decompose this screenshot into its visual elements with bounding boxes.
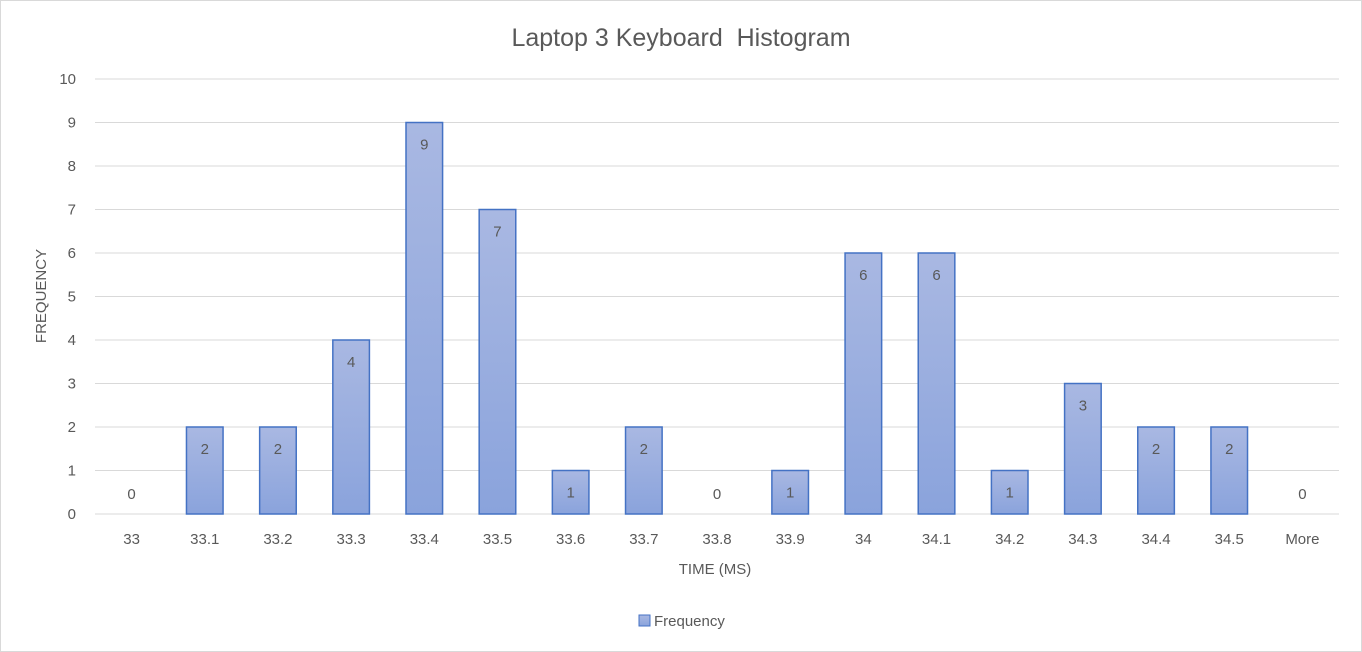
x-axis-ticks: 33 33.1 33.2 33.3 33.4 33.5 33.6 33.7 33.8 33.9 34…	[123, 531, 1319, 548]
bars	[185, 121, 1249, 515]
data-label: 6	[932, 267, 940, 284]
bar	[624, 426, 663, 515]
legend: Frequency	[638, 613, 725, 630]
x-tick-label: 33.1	[190, 531, 219, 548]
bar	[405, 121, 444, 515]
bar	[478, 208, 517, 515]
legend-swatch	[638, 614, 651, 627]
data-label: 1	[786, 485, 794, 502]
bar	[332, 339, 371, 515]
data-label: 9	[420, 137, 428, 154]
x-tick-label: 34	[855, 531, 872, 548]
x-tick-label: 33.3	[337, 531, 366, 548]
y-tick-label: 10	[59, 71, 76, 88]
y-tick-label: 3	[68, 376, 76, 393]
data-label: 1	[566, 485, 574, 502]
data-label: 0	[713, 486, 721, 503]
y-tick-label: 1	[68, 463, 76, 480]
y-axis-ticks: 0 1 2 3 4 5 6 7 8 9 10	[59, 71, 76, 523]
data-label: 2	[201, 441, 209, 458]
data-labels: 0 2 2 4 9 7 1 2 0 1 6 6 1 3 2 2 0	[127, 137, 1306, 504]
data-label: 3	[1079, 398, 1087, 415]
data-label: 0	[127, 486, 135, 503]
y-tick-label: 8	[68, 158, 76, 175]
x-axis-title: TIME (MS)	[679, 561, 752, 578]
y-tick-label: 7	[68, 202, 76, 219]
bar	[258, 426, 297, 515]
x-tick-label: 33.2	[263, 531, 292, 548]
data-label: 2	[1152, 441, 1160, 458]
y-tick-label: 2	[68, 419, 76, 436]
x-tick-label: 34.2	[995, 531, 1024, 548]
x-tick-label: 33.7	[629, 531, 658, 548]
data-label: 2	[1225, 441, 1233, 458]
data-label: 2	[640, 441, 648, 458]
x-tick-label: 34.5	[1215, 531, 1244, 548]
x-tick-label: 33	[123, 531, 140, 548]
x-tick-label: More	[1285, 531, 1319, 548]
x-tick-label: 33.5	[483, 531, 512, 548]
data-label: 6	[859, 267, 867, 284]
bar	[1137, 426, 1176, 515]
x-tick-label: 33.4	[410, 531, 439, 548]
x-tick-label: 34.3	[1068, 531, 1097, 548]
y-tick-label: 4	[68, 332, 76, 349]
bar	[1063, 382, 1102, 515]
data-label: 0	[1298, 486, 1306, 503]
x-tick-label: 33.9	[776, 531, 805, 548]
data-label: 2	[274, 441, 282, 458]
y-tick-label: 9	[68, 115, 76, 132]
bar	[917, 252, 956, 515]
x-tick-label: 33.8	[702, 531, 731, 548]
y-tick-label: 5	[68, 289, 76, 306]
chart-title: Laptop 3 Keyboard Histogram	[511, 24, 850, 52]
x-tick-label: 34.1	[922, 531, 951, 548]
bar	[1210, 426, 1249, 515]
y-axis-title: FREQUENCY	[33, 249, 50, 343]
legend-label: Frequency	[654, 613, 725, 630]
bar	[551, 469, 590, 515]
data-label: 4	[347, 354, 355, 371]
x-tick-label: 34.4	[1141, 531, 1170, 548]
bar	[771, 469, 810, 515]
gridlines	[95, 78, 1339, 515]
bar	[185, 426, 224, 515]
y-tick-label: 0	[68, 506, 76, 523]
bar	[990, 469, 1029, 515]
data-label: 7	[493, 224, 501, 241]
y-tick-label: 6	[68, 245, 76, 262]
x-tick-label: 33.6	[556, 531, 585, 548]
data-label: 1	[1006, 485, 1014, 502]
bar	[844, 252, 883, 515]
